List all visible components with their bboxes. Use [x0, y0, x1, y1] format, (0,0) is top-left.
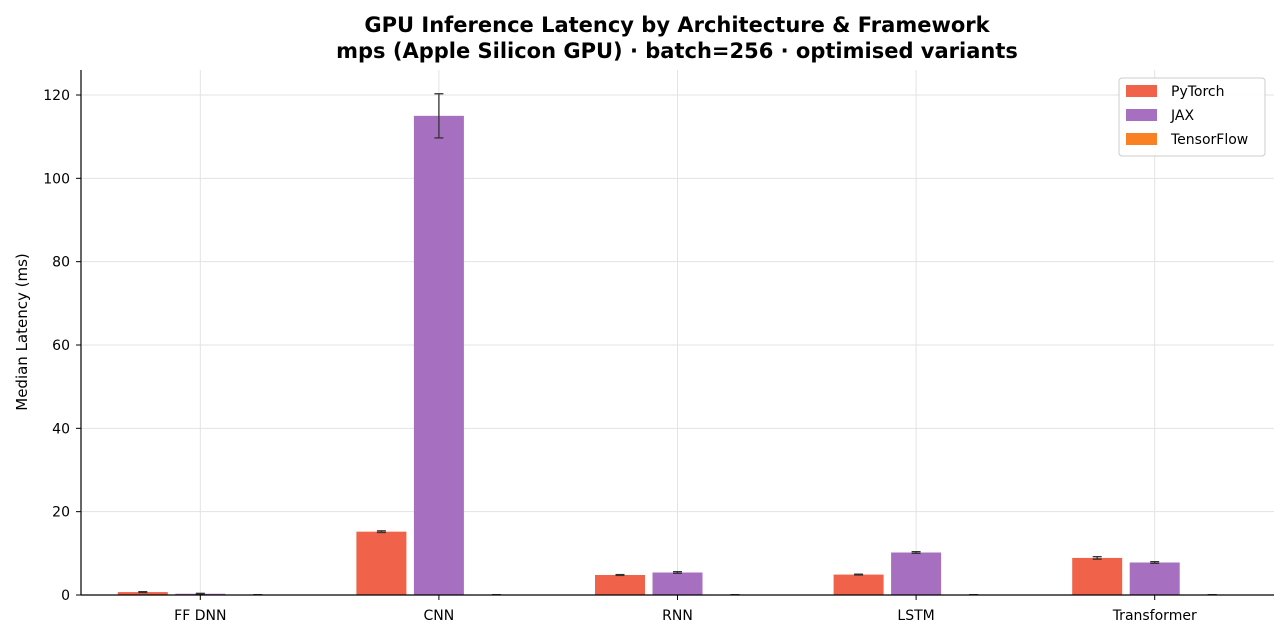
error-bar-jax-rnn [673, 571, 682, 574]
legend-label-tensorflow: TensorFlow [1170, 132, 1248, 148]
y-ticks-group: 0 20 40 60 80 100 120 [43, 88, 81, 604]
error-bar-pytorch-rnn [615, 573, 625, 577]
y-tick-label-20: 20 [52, 505, 70, 521]
bar-jax-cnn [413, 115, 464, 595]
y-axis-label: Median Latency (ms) [13, 253, 31, 411]
legend-label-jax: JAX [1170, 108, 1194, 124]
x-tick-label-transformer: Transformer [1112, 608, 1197, 624]
error-bar-pytorch-ff-dnn [138, 591, 148, 594]
chart-title: GPU Inference Latency by Architecture & … [364, 13, 990, 37]
bar-pytorch-lstm [833, 574, 884, 595]
chart-subtitle: mps (Apple Silicon GPU) · batch=256 · op… [336, 39, 1018, 63]
bar-jax-lstm [891, 552, 942, 595]
x-tick-label-ff-dnn: FF DNN [174, 608, 226, 624]
y-tick-label-0: 0 [61, 588, 70, 604]
legend-swatch-jax [1126, 109, 1157, 121]
bar-pytorch-transformer [1072, 557, 1123, 595]
legend-label-pytorch: PyTorch [1171, 84, 1224, 100]
bar-pytorch-rnn [595, 575, 645, 595]
legend-swatch-tensorflow [1126, 133, 1157, 145]
bar-pytorch-cnn [356, 531, 407, 595]
grid-lines [81, 70, 1274, 596]
y-tick-label-100: 100 [43, 171, 70, 187]
y-tick-label-80: 80 [52, 255, 70, 271]
x-tick-label-rnn: RNN [662, 608, 693, 624]
bar-jax-transformer [1129, 562, 1180, 595]
error-bar-jax-lstm [911, 551, 921, 554]
bar-jax-rnn [652, 572, 703, 595]
error-bar-pytorch-lstm [854, 573, 864, 576]
legend: PyTorch JAX TensorFlow [1118, 77, 1266, 157]
error-bar-jax-cnn [434, 93, 444, 139]
x-tick-label-cnn: CNN [424, 608, 455, 624]
x-tick-label-lstm: LSTM [897, 608, 934, 624]
y-tick-label-120: 120 [43, 88, 70, 104]
bar-pytorch-ff-dnn [117, 592, 168, 595]
error-bar-pytorch-cnn [376, 530, 386, 534]
error-bar-jax-ff-dnn [195, 592, 205, 595]
y-tick-label-60: 60 [52, 338, 70, 354]
error-bar-pytorch-transformer [1092, 556, 1102, 560]
legend-swatch-pytorch [1126, 85, 1157, 97]
x-ticks-group: FF DNN CNN RNN LSTM Transformer [174, 595, 1197, 624]
error-bar-jax-transformer [1150, 561, 1160, 564]
y-tick-label-40: 40 [52, 421, 70, 437]
